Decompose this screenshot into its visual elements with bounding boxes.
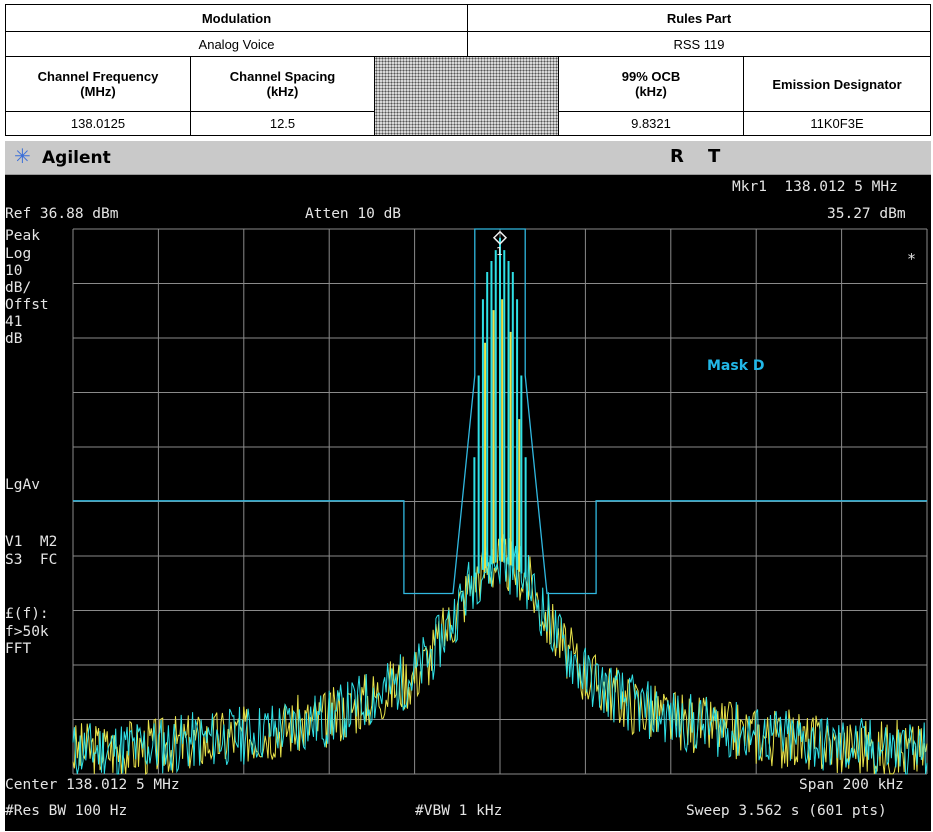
trace-mode-2: S3 FC (5, 552, 58, 568)
marker-number: 1 (496, 245, 503, 258)
channel-frequency-header: Channel Frequency (MHz) (5, 56, 191, 112)
offset-value: 41 (5, 314, 23, 330)
reference-level: Ref 36.88 dBm (5, 206, 119, 222)
status-r: R (670, 146, 684, 167)
marker-level: 35.27 dBm (827, 206, 906, 222)
function-condition: f>50k (5, 624, 49, 640)
video-bandwidth: #VBW 1 kHz (415, 803, 503, 819)
emission-designator-header: Emission Designator (743, 56, 931, 112)
status-t: T (708, 146, 721, 167)
blank-hatched-cell (374, 56, 559, 136)
channel-spacing-value: 12.5 (190, 111, 375, 136)
attenuation: Atten 10 dB (305, 206, 402, 222)
marker-frequency: Mkr1 138.012 5 MHz (732, 179, 898, 195)
channel-frequency-value: 138.0125 (5, 111, 191, 136)
asterisk-indicator: * (907, 250, 917, 268)
header-table: Modulation Rules Part Analog Voice RSS 1… (5, 4, 931, 136)
scale-label: Log (5, 246, 32, 262)
average-label: LgAv (5, 477, 40, 493)
mask-label: Mask D (707, 358, 765, 374)
agilent-spark-icon: ✳ (14, 146, 31, 168)
resolution-bandwidth: #Res BW 100 Hz (5, 803, 128, 819)
ocb-header: 99% OCB (kHz) (558, 56, 744, 112)
sweep-time: Sweep 3.562 s (601 pts) (686, 803, 887, 819)
spectrum-analyzer: ✳ Agilent R T 1 Mkr1 138.012 5 MHz 35.27… (5, 141, 931, 831)
ocb-value: 9.8321 (558, 111, 744, 136)
trace-mode-1: V1 M2 (5, 534, 58, 550)
rules-part-value: RSS 119 (467, 31, 931, 57)
center-frequency: Center 138.012 5 MHz (5, 777, 180, 793)
rules-part-header: Rules Part (467, 4, 931, 32)
detector-label: Peak (5, 228, 40, 244)
scale-div: 10 (5, 263, 23, 279)
emission-designator-value: 11K0F3E (743, 111, 931, 136)
spectrum-plot: 1 (72, 228, 928, 776)
cyan-trace (72, 540, 928, 775)
span: Span 200 kHz (799, 777, 904, 793)
scale-unit: dB/ (5, 280, 32, 296)
modulation-header: Modulation (5, 4, 468, 32)
modulation-value: Analog Voice (5, 31, 468, 57)
function-type: FFT (5, 641, 32, 657)
function-label: £(f): (5, 606, 49, 622)
offset-label: Offst (5, 297, 49, 313)
offset-unit: dB (5, 331, 23, 347)
brand-label: Agilent (42, 148, 111, 168)
marker-diamond (492, 230, 508, 245)
channel-spacing-header: Channel Spacing (kHz) (190, 56, 375, 112)
analyzer-title-bar: ✳ Agilent R T (5, 141, 931, 175)
emission-mask (73, 228, 927, 595)
